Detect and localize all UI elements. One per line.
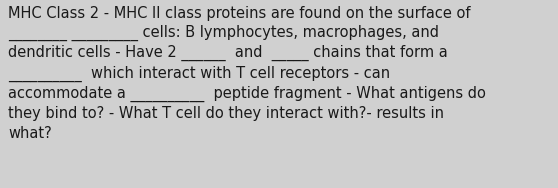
Text: MHC Class 2 - MHC II class proteins are found on the surface of
________ _______: MHC Class 2 - MHC II class proteins are … xyxy=(8,6,486,141)
